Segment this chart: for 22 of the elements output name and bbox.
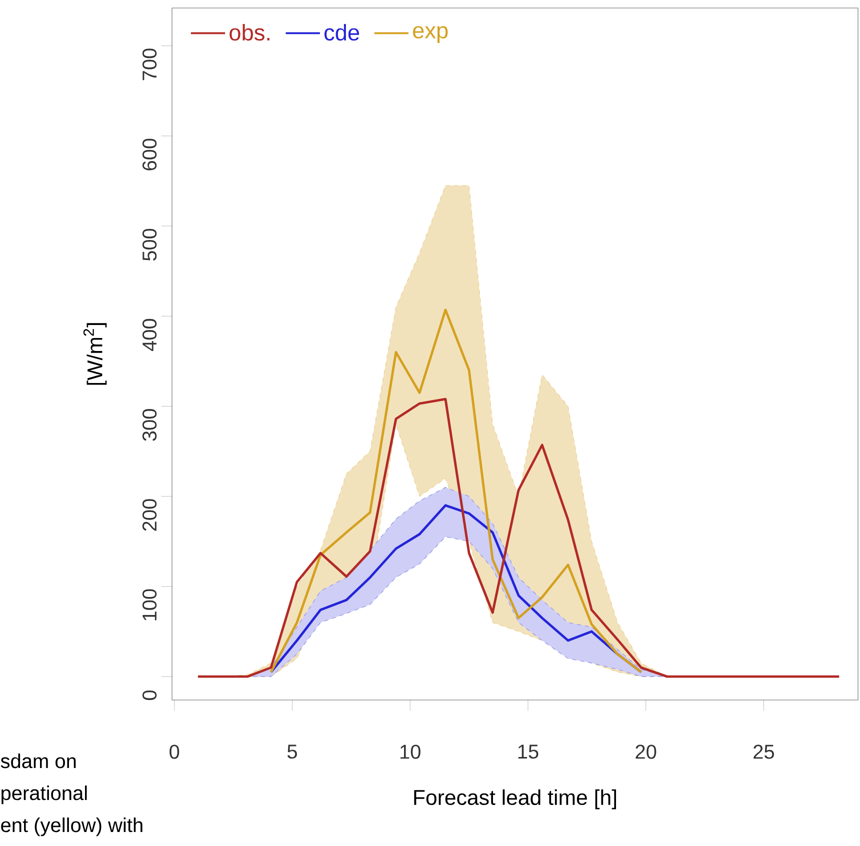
y-axis-title: [W/m$^{2}$] <box>83 323 107 385</box>
text: ent (yellow) with <box>1 818 142 836</box>
y-tick-label: 200 <box>142 499 157 531</box>
y-tick-label: 100 <box>142 589 157 620</box>
y-tick-label: 400 <box>142 318 157 352</box>
x-tick-label: 5 <box>287 744 297 759</box>
legend-label: exp <box>413 26 448 43</box>
x-tick-label: 0 <box>170 744 180 759</box>
y-tick-label: 300 <box>142 409 157 441</box>
legend-label: obs. <box>230 24 270 41</box>
y-tick-label: 600 <box>142 138 157 170</box>
y-tick-label: 0 <box>142 690 157 700</box>
y-tick-label: 500 <box>142 228 157 261</box>
legend-label: cde <box>324 24 360 41</box>
text: perational <box>2 786 87 804</box>
text: sdam on <box>0 754 76 768</box>
x-tick-label: 10 <box>400 744 420 759</box>
x-tick-label: 15 <box>518 744 538 759</box>
y-tick-label: 700 <box>142 48 157 80</box>
x-tick-label: 20 <box>636 744 656 759</box>
x-axis-title: Forecast lead time [h] <box>414 789 616 810</box>
x-tick-label: 25 <box>754 744 774 759</box>
